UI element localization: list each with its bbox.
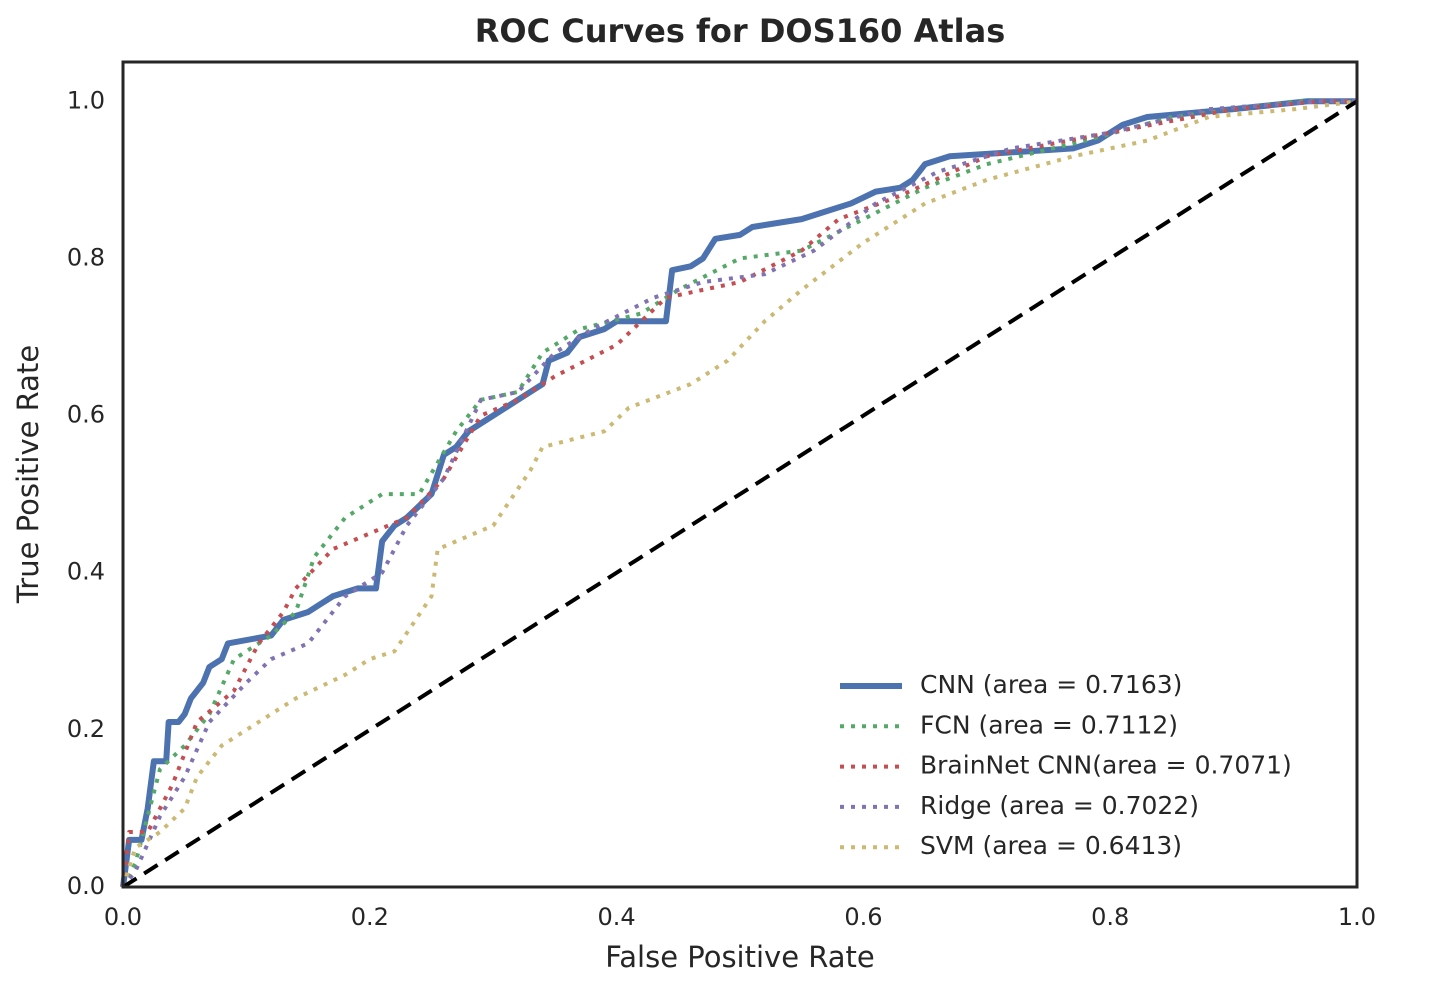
legend-label: FCN (area = 0.7112) (920, 710, 1178, 739)
legend-label: Ridge (area = 0.7022) (920, 791, 1199, 820)
x-tick-label: 0.0 (104, 903, 142, 931)
y-tick-label: 0.4 (67, 558, 105, 586)
legend-label: CNN (area = 0.7163) (920, 670, 1182, 699)
legend-label: BrainNet CNN(area = 0.7071) (920, 751, 1292, 780)
legend-label: SVM (area = 0.6413) (920, 831, 1182, 860)
roc-line (121, 99, 1358, 888)
x-tick-label: 0.2 (351, 903, 389, 931)
x-tick-label: 0.8 (1091, 903, 1129, 931)
y-tick-label: 0.8 (67, 243, 105, 271)
plot-frame (121, 60, 1359, 889)
x-axis-label: False Positive Rate (605, 940, 875, 974)
chart-title: ROC Curves for DOS160 Atlas (475, 12, 1006, 50)
y-tick-label: 0.2 (67, 715, 105, 743)
x-tick-label: 0.6 (844, 903, 882, 931)
roc-line (120, 98, 1357, 888)
roc-line (121, 99, 1357, 888)
roc-line (121, 99, 1359, 889)
y-tick-label: 0.0 (67, 872, 105, 900)
x-tick-label: 0.4 (598, 903, 636, 931)
y-tick-label: 0.6 (67, 401, 105, 429)
roc-line (121, 99, 1357, 889)
y-tick-label: 1.0 (67, 86, 105, 114)
y-axis-label: True Positive Rate (11, 345, 45, 604)
x-tick-label: 1.0 (1338, 903, 1376, 931)
